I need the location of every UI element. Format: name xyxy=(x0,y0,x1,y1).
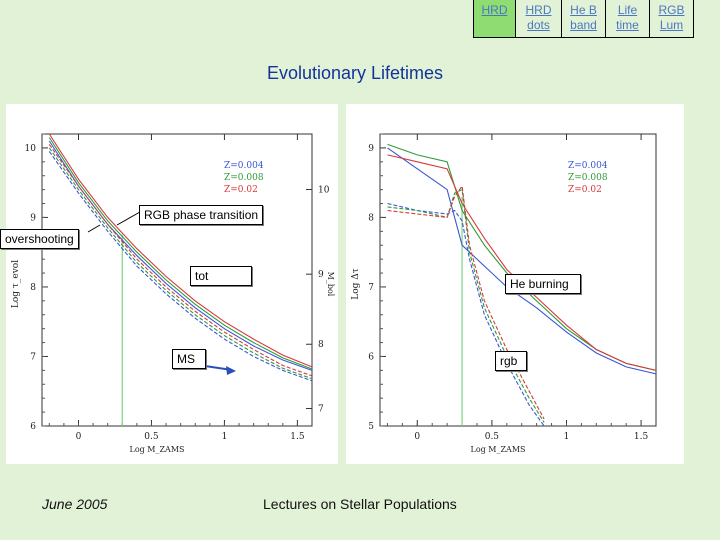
legend-entry: Z=0.008 xyxy=(568,173,608,183)
x-tick-label: 0.5 xyxy=(485,432,500,442)
legend-entry: Z=0.004 xyxy=(224,161,264,171)
x-tick-label: 0.5 xyxy=(144,432,159,442)
series-line xyxy=(387,188,545,423)
legend-entry: Z=0.02 xyxy=(568,185,602,195)
x-tick-label: 0 xyxy=(76,432,82,442)
y-tick-label: 6 xyxy=(368,352,374,362)
x-tick-label: 1 xyxy=(564,432,570,442)
footer-lecture-title: Lectures on Stellar Populations xyxy=(263,496,457,512)
lifetime-chart-panel: 0 0.5 1 1.5 6 7 8 9 10 10 9 8 7 M_bol Log M_ZAMS Log τ_… xyxy=(6,104,338,464)
x-axis-label: Log M_ZAMS xyxy=(130,445,185,454)
legend-entry: Z=0.02 xyxy=(224,185,258,195)
legend-entry: Z=0.004 xyxy=(568,161,608,171)
slide-title: Evolutionary Lifetimes xyxy=(266,63,444,83)
right-y-tick-label: 8 xyxy=(318,340,324,350)
nav-rgb-lum[interactable]: RGB Lum xyxy=(649,0,694,38)
footer-date: June 2005 xyxy=(42,496,108,512)
phase-duration-chart: 0 0.5 1 1.5 5 6 7 8 9 Log M_ZAMS Log Δτ Z=0.004 Z=0.… xyxy=(351,133,657,454)
y-tick-label: 10 xyxy=(25,144,37,154)
lifetime-chart: 0 0.5 1 1.5 6 7 8 9 10 10 9 8 7 M_bol Log M_ZAMS Log τ_… xyxy=(11,133,335,454)
right-y-axis-label: M_bol xyxy=(326,272,335,297)
rgb-callout: rgb xyxy=(495,351,527,371)
y-tick-label: 8 xyxy=(30,283,36,293)
y-axis-label: Log τ_evol xyxy=(11,260,21,308)
overshooting-callout: overshooting xyxy=(0,229,79,249)
he-burning-callout: He burning xyxy=(505,274,581,294)
series-line xyxy=(48,151,313,382)
nav-hrd-dots[interactable]: HRD dots xyxy=(515,0,561,38)
legend-entry: Z=0.008 xyxy=(224,173,264,183)
y-tick-label: 7 xyxy=(368,283,374,293)
y-tick-label: 9 xyxy=(368,144,374,154)
tot-callout: tot xyxy=(190,266,252,286)
series-line xyxy=(387,202,545,427)
series-line xyxy=(387,184,545,420)
right-y-tick-label: 10 xyxy=(318,185,330,195)
y-tick-label: 7 xyxy=(30,352,36,362)
series-line xyxy=(48,147,313,380)
x-axis-label: Log M_ZAMS xyxy=(471,445,526,454)
series-line xyxy=(48,140,313,371)
y-axis-label: Log Δτ xyxy=(351,268,361,300)
x-tick-label: 1.5 xyxy=(634,432,649,442)
ms-callout: MS xyxy=(172,349,206,369)
y-tick-label: 5 xyxy=(368,422,374,432)
rgb-phase-transition-callout: RGB phase transition xyxy=(139,205,264,225)
nav-hrd[interactable]: HRD xyxy=(473,0,515,38)
y-tick-label: 8 xyxy=(368,213,374,223)
right-y-tick-label: 7 xyxy=(318,404,324,414)
plot-frame xyxy=(41,133,313,427)
nav-lifetime[interactable]: Life time xyxy=(605,0,649,38)
series-line xyxy=(48,144,313,377)
series-line xyxy=(387,154,657,371)
x-tick-label: 1.5 xyxy=(290,432,305,442)
x-tick-label: 0 xyxy=(414,432,420,442)
y-tick-label: 6 xyxy=(30,422,36,432)
series-line xyxy=(48,137,313,370)
plot-frame xyxy=(379,133,657,427)
right-y-tick-label: 9 xyxy=(318,270,324,280)
series-line xyxy=(387,147,657,375)
series-line xyxy=(48,133,313,368)
series-line xyxy=(387,143,657,371)
x-tick-label: 1 xyxy=(222,432,228,442)
y-tick-label: 9 xyxy=(30,213,36,223)
